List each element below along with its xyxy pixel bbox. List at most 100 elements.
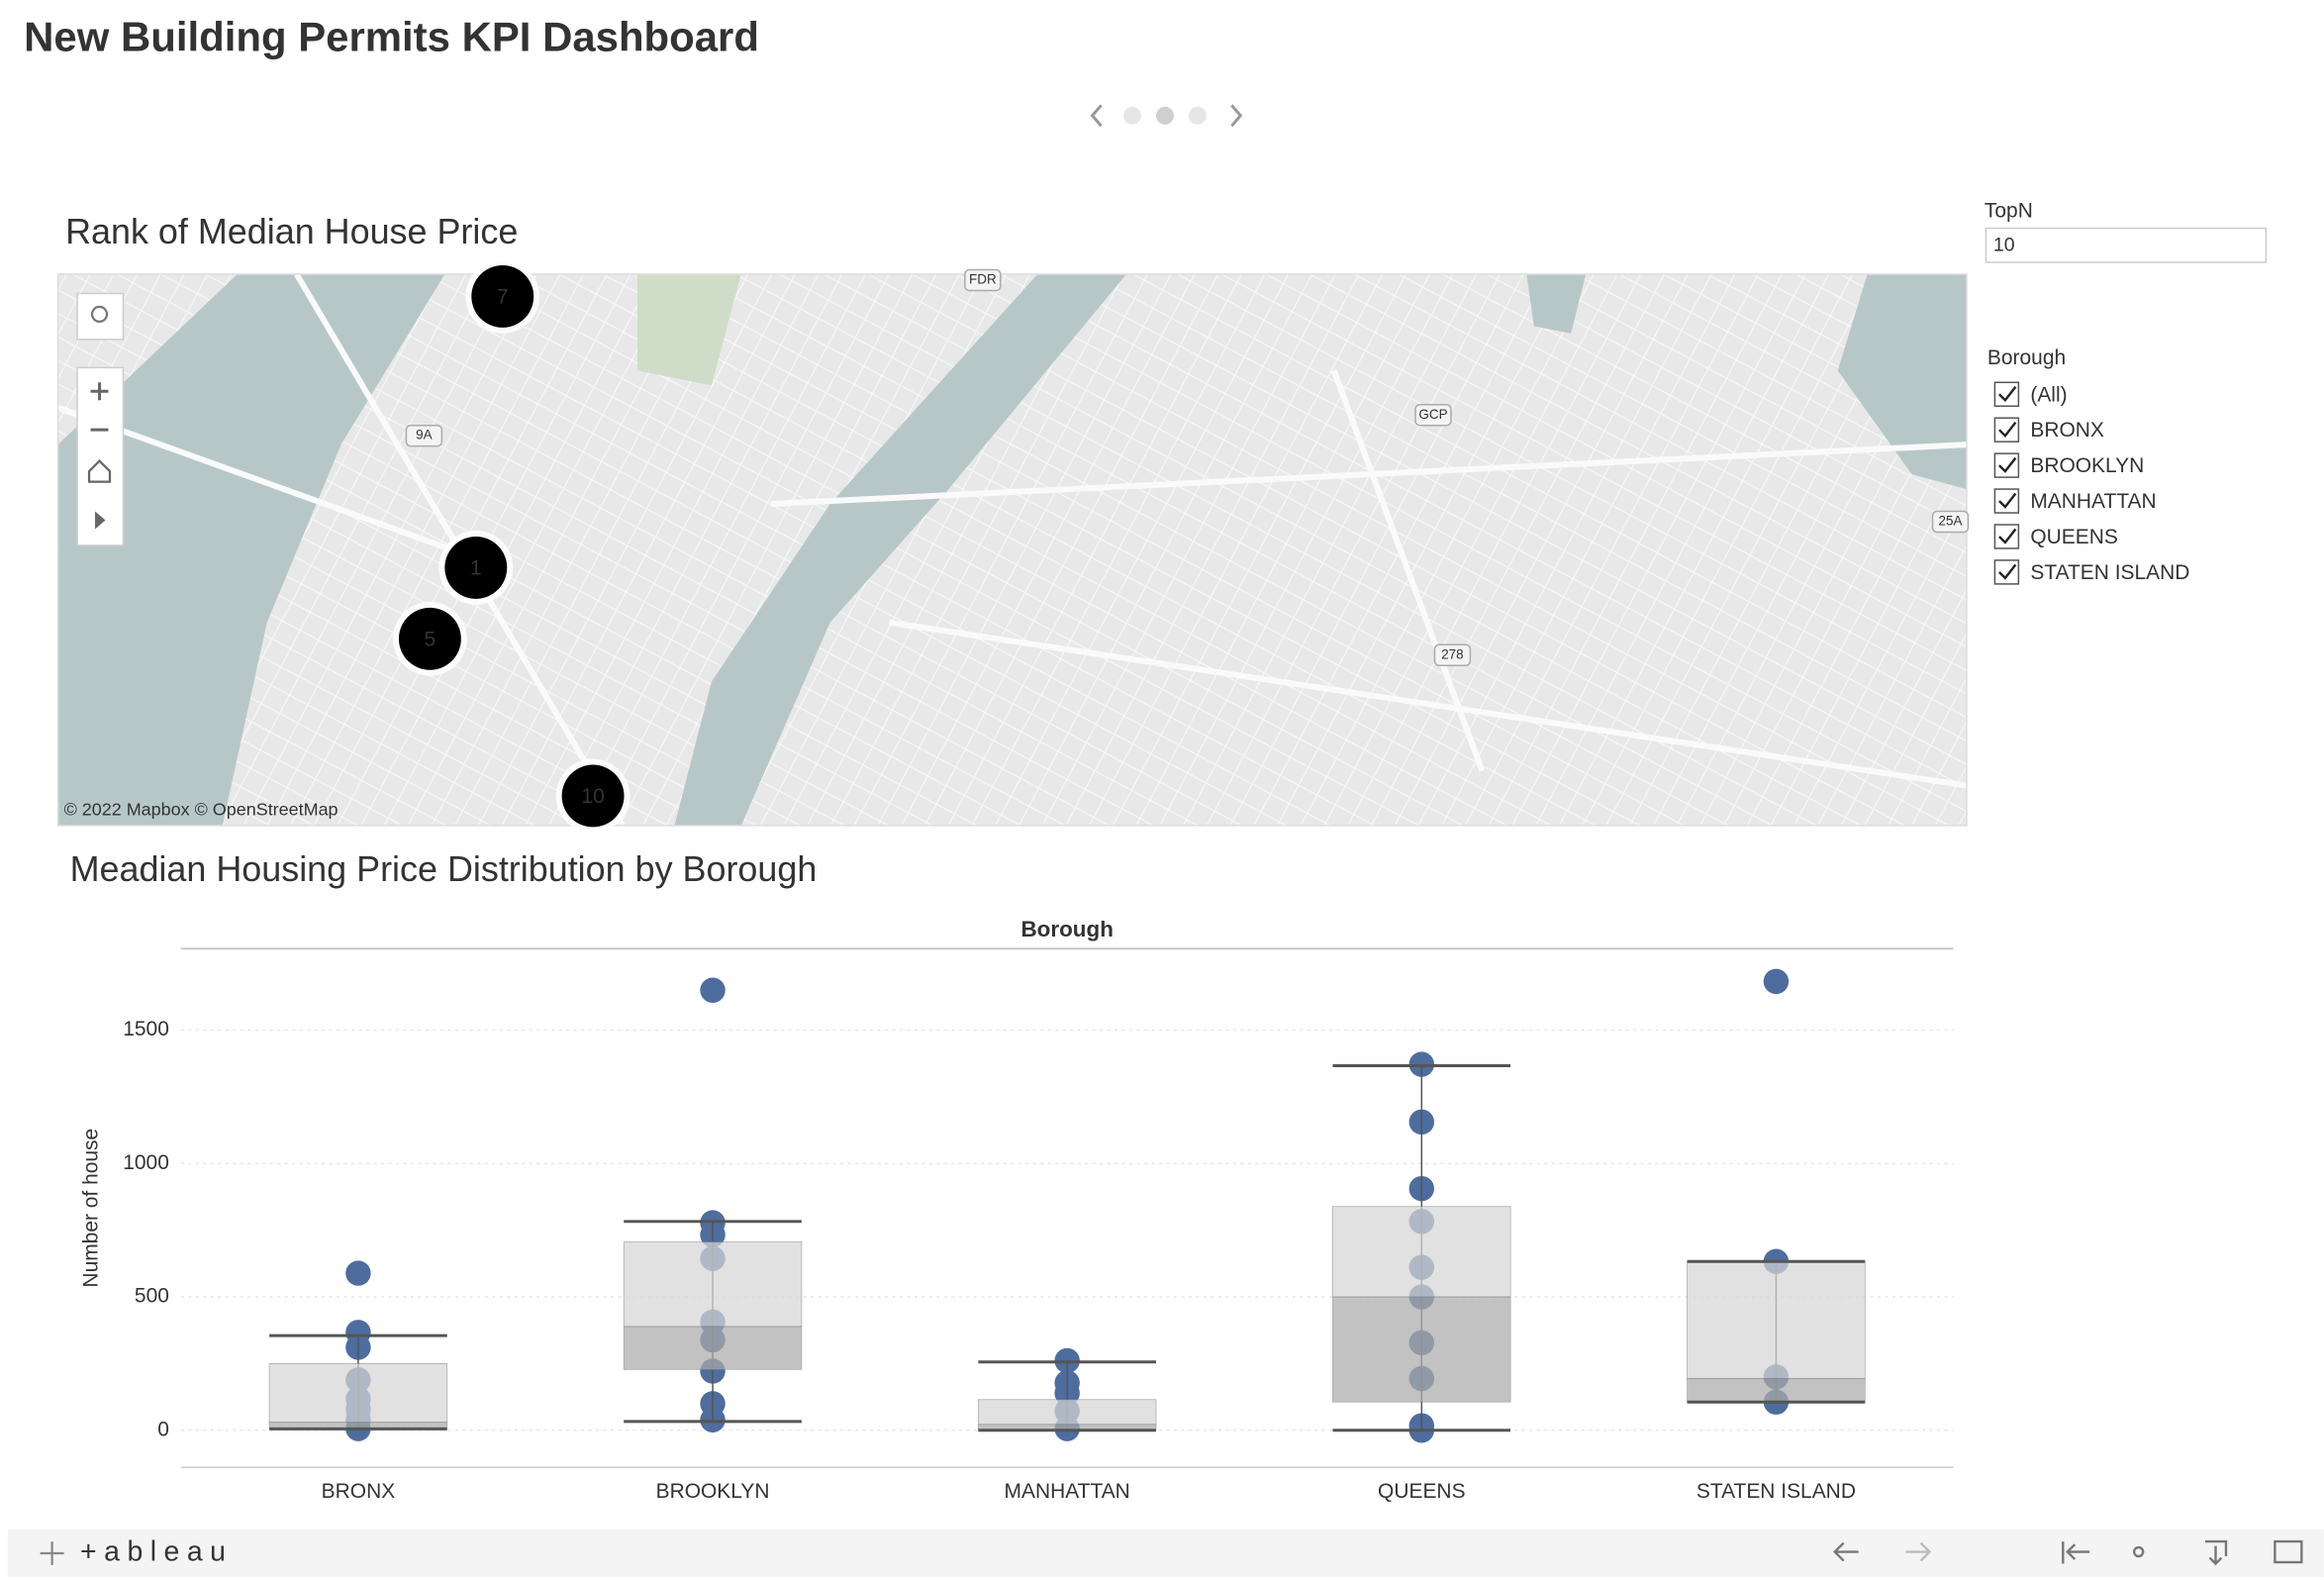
check	[1998, 528, 2017, 544]
pan-icon	[95, 511, 106, 530]
home-icon	[87, 459, 112, 483]
map-layer: FDR 9A GCP 25A 278 7 1 5 10 © 2022 Mapbox © OpenS…	[64, 259, 1970, 834]
rank-marker[interactable]	[561, 764, 625, 828]
park	[636, 273, 741, 386]
road-shield	[1931, 510, 1970, 534]
checkbox-label[interactable]: BROOKLYN	[2030, 454, 2144, 477]
road-label: 278	[1441, 646, 1463, 661]
box-upper	[623, 1241, 803, 1328]
box-lower	[977, 1424, 1157, 1431]
topn-input[interactable]	[1985, 227, 2268, 263]
prev-arrow[interactable]	[1090, 104, 1103, 128]
water	[674, 273, 1127, 826]
carousel[interactable]	[1090, 104, 1243, 128]
filter-label: TopN	[1985, 200, 2033, 223]
box-upper	[1332, 1206, 1511, 1298]
water	[57, 273, 445, 826]
box-lower	[623, 1326, 803, 1370]
water	[1526, 273, 1587, 334]
water	[1837, 273, 1967, 490]
x-tick-label: BRONX	[322, 1480, 396, 1503]
road-shield	[1433, 643, 1472, 666]
dashboard-title: New Building Permits KPI Dashboard	[24, 14, 759, 60]
checkbox-label[interactable]: QUEENS	[2030, 526, 2118, 548]
share[interactable]	[2132, 1545, 2145, 1558]
x-tick-label: STATEN ISLAND	[1696, 1480, 1856, 1503]
check	[1998, 386, 2017, 403]
marker-label: 7	[497, 285, 509, 308]
check	[1998, 456, 2017, 473]
topn-value[interactable]: 10	[1993, 235, 2015, 256]
road-shield	[405, 424, 443, 447]
map-controls[interactable]	[76, 292, 125, 546]
search-icon	[90, 305, 109, 324]
data-point	[345, 1260, 371, 1286]
filter-label: Borough	[1987, 346, 2066, 369]
zoom-icons	[90, 382, 109, 432]
undo[interactable]	[1833, 1541, 1859, 1562]
y-tick-label: 0	[157, 1418, 169, 1440]
x-tick-label: MANHATTAN	[1005, 1480, 1130, 1503]
checkbox[interactable]	[1993, 488, 2020, 514]
box-plot: 0 500 1000 1500 BRONX BROOKLYN MANHATTAN QUEENS…	[123, 947, 1954, 1503]
map-frame	[56, 273, 1968, 827]
checkbox[interactable]	[1993, 559, 2020, 585]
marker-label: 1	[470, 556, 482, 579]
toolbar-buttons[interactable]	[1833, 1539, 2303, 1566]
y-axis-title: Number of house	[80, 1129, 103, 1288]
x-tick-label: QUEENS	[1378, 1480, 1466, 1503]
road-label: 25A	[1939, 514, 1963, 529]
chart-title: Meadian Housing Price Distribution by Bo…	[70, 848, 818, 889]
road-shield	[964, 268, 1002, 292]
logo-mark	[40, 1541, 64, 1566]
road-shield	[1414, 403, 1452, 427]
checkbox[interactable]	[1993, 381, 2020, 407]
box-upper	[268, 1363, 448, 1424]
check	[1998, 421, 2017, 438]
road-label: GCP	[1418, 407, 1447, 422]
y-tick-label: 1000	[123, 1151, 169, 1174]
rank-marker[interactable]	[398, 607, 461, 670]
road-label: FDR	[969, 272, 997, 287]
y-tick-label: 500	[135, 1285, 169, 1308]
y-tick-label: 1500	[123, 1018, 169, 1040]
dot[interactable]	[1156, 106, 1174, 125]
box-lower	[1687, 1378, 1866, 1403]
box-upper	[1687, 1260, 1866, 1379]
checkbox-label[interactable]: BRONX	[2030, 419, 2104, 442]
checkbox-label[interactable]: MANHATTAN	[2030, 490, 2156, 513]
data-point	[1763, 968, 1790, 995]
checkbox-label[interactable]: (All)	[2030, 383, 2067, 406]
check	[1998, 563, 2017, 580]
marker-label: 10	[581, 785, 604, 808]
x-tick-label: BROOKLYN	[656, 1480, 770, 1503]
data-point	[700, 977, 726, 1003]
checkbox[interactable]	[1993, 524, 2020, 549]
checkbox[interactable]	[1993, 452, 2020, 478]
redo[interactable]	[1905, 1541, 1932, 1562]
revert[interactable]	[2062, 1541, 2090, 1564]
marker-label: 5	[425, 628, 436, 650]
search-button[interactable]	[76, 292, 125, 341]
fullscreen[interactable]	[2274, 1539, 2303, 1564]
map[interactable]	[57, 273, 1967, 826]
checkbox[interactable]	[1993, 417, 2020, 443]
rank-marker[interactable]	[444, 536, 508, 599]
check	[1998, 492, 2017, 509]
road-label: 9A	[416, 428, 432, 443]
download[interactable]	[2205, 1539, 2228, 1566]
rank-marker[interactable]	[471, 264, 534, 328]
toolbar	[7, 1530, 2324, 1578]
x-axis-title: Borough	[1020, 917, 1113, 941]
tableau-logo[interactable]: +ableau	[80, 1536, 233, 1568]
box-lower	[268, 1422, 448, 1429]
dot[interactable]	[1188, 106, 1207, 125]
map-title: Rank of Median House Price	[65, 211, 518, 251]
borough-filter: (All) BRONX BROOKLYN MANHATTAN QUEENS STATEN …	[1993, 381, 2189, 585]
map-attribution: © 2022 Mapbox © OpenStreetMap	[64, 800, 339, 820]
checkbox-label[interactable]: STATEN ISLAND	[2030, 561, 2189, 584]
dot[interactable]	[1123, 106, 1142, 125]
next-arrow[interactable]	[1230, 104, 1243, 128]
